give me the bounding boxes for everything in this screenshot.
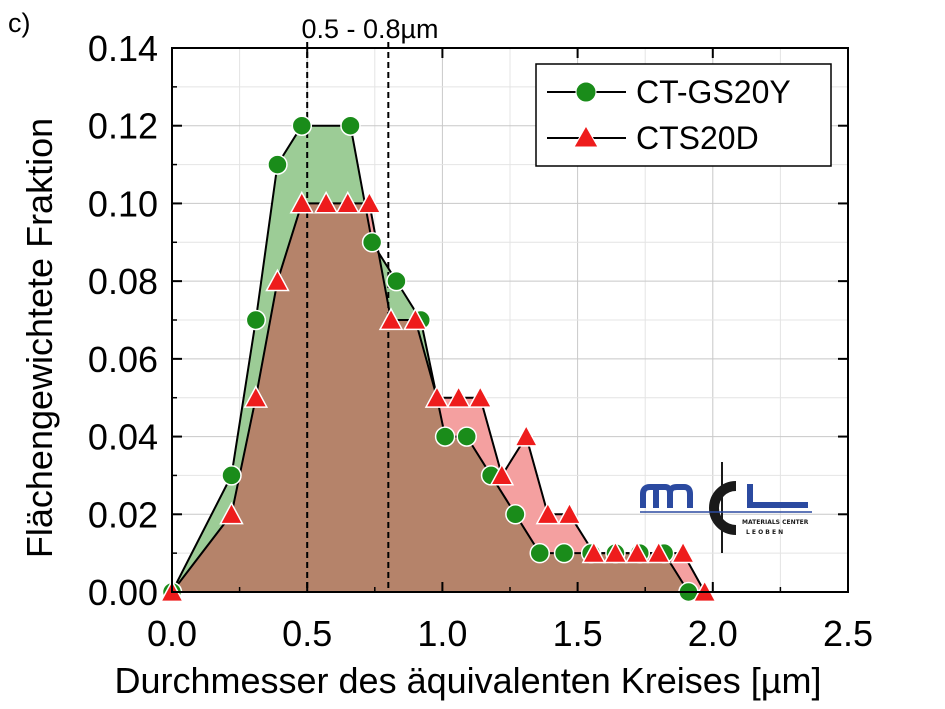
series-markers <box>159 115 717 603</box>
data-point-series-2 <box>357 190 382 214</box>
x-tick-label: 2.0 <box>688 613 738 654</box>
panel-label: c) <box>8 8 31 38</box>
data-point-series-2 <box>378 307 404 331</box>
data-point-series-1 <box>291 115 313 136</box>
data-point-series-2 <box>489 462 515 486</box>
data-point-series-1 <box>245 309 267 331</box>
data-point-series-2 <box>446 385 471 408</box>
data-point-series-1 <box>434 426 456 447</box>
y-axis-title: Flächengewichtete Fraktion <box>19 118 60 558</box>
data-point-series-2 <box>265 268 290 292</box>
x-tick-label: 1.5 <box>553 613 603 654</box>
data-point-series-1 <box>553 542 575 564</box>
data-point-series-1 <box>529 542 550 564</box>
y-tick-label: 0.02 <box>88 494 158 535</box>
legend-box <box>535 63 832 167</box>
mcl-logo: MATERIALS CENTER L E O B E N <box>640 462 812 553</box>
legend-label-series-2: CTS20D <box>636 120 759 156</box>
logo-c <box>709 481 737 535</box>
data-point-series-2 <box>624 540 650 564</box>
x-tick-label: 2.5 <box>823 613 873 654</box>
y-tick-label: 0.10 <box>88 183 158 224</box>
range-annotation: 0.5 - 0.8µm <box>301 14 438 44</box>
legend: CT-GS20Y CTS20D <box>535 63 832 167</box>
data-point-series-2 <box>513 423 539 447</box>
data-point-series-1 <box>505 504 526 525</box>
logo-text-line2: L E O B E N <box>746 529 783 536</box>
x-axis-ticks: 0.0 0.5 1.0 1.5 2.0 2.5 <box>147 48 873 654</box>
data-point-series-1 <box>361 232 383 253</box>
data-point-series-1 <box>340 115 361 136</box>
data-point-series-1 <box>456 426 477 447</box>
data-point-series-2 <box>646 540 671 564</box>
logo-text-line1: MATERIALS CENTER <box>742 519 809 526</box>
y-tick-label: 0.12 <box>88 106 158 147</box>
data-point-series-2 <box>424 385 450 408</box>
y-tick-label: 0.14 <box>88 28 158 69</box>
y-tick-label: 0.08 <box>88 261 158 302</box>
logo-l <box>747 484 808 508</box>
logo-m <box>640 484 693 508</box>
data-point-series-2 <box>603 540 628 564</box>
y-tick-label: 0.00 <box>88 572 158 613</box>
data-point-series-2 <box>557 501 582 525</box>
data-point-series-2 <box>467 385 493 408</box>
data-point-series-2 <box>581 540 607 564</box>
x-tick-label: 0.0 <box>147 613 197 654</box>
data-point-series-2 <box>289 190 315 214</box>
y-tick-label: 0.04 <box>88 417 158 458</box>
data-point-series-1 <box>221 465 242 486</box>
data-point-series-2 <box>219 501 244 525</box>
data-point-series-2 <box>243 385 269 408</box>
y-axis-ticks: 0.00 0.02 0.04 0.06 0.08 0.10 0.12 0.14 <box>88 28 848 613</box>
x-axis-title: Durchmesser des äquivalenten Kreises [µm… <box>114 660 821 701</box>
y-tick-label: 0.06 <box>88 339 158 380</box>
data-point-series-1 <box>386 270 407 292</box>
data-point-series-1 <box>267 154 288 175</box>
legend-marker-series-1 <box>575 81 597 103</box>
x-tick-label: 1.0 <box>417 613 467 654</box>
legend-label-series-1: CT-GS20Y <box>636 74 791 110</box>
legend-marker-series-2 <box>573 124 599 148</box>
data-point-series-2 <box>313 190 339 214</box>
data-point-series-2 <box>335 190 361 214</box>
data-point-series-2 <box>403 307 428 331</box>
data-point-series-2 <box>670 540 696 564</box>
data-point-series-2 <box>535 501 561 525</box>
x-tick-label: 0.5 <box>282 613 332 654</box>
